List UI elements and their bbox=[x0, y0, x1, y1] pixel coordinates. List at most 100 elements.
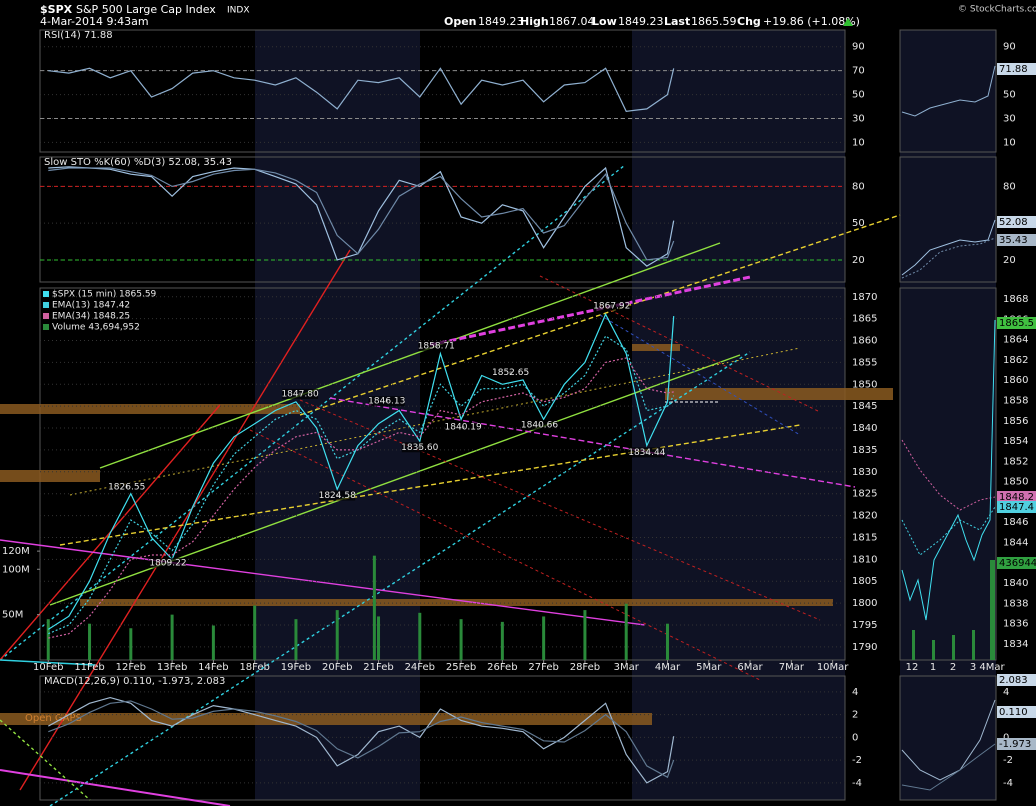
x-tick-label: 28Feb bbox=[570, 662, 600, 673]
side-value-box bbox=[997, 216, 1036, 228]
volume-bar bbox=[372, 555, 376, 660]
side-tick-label: -2 bbox=[1003, 755, 1013, 766]
annotation-bg bbox=[492, 367, 529, 378]
y-tick-label: 90 bbox=[852, 42, 865, 53]
side-volume bbox=[912, 560, 995, 660]
side-value: 52.08 bbox=[999, 217, 1028, 228]
annotation-bg bbox=[401, 442, 438, 453]
y2-tick-label: 50M bbox=[2, 610, 23, 621]
y-tick-label: 1815 bbox=[852, 532, 877, 543]
side-tick-label: 1858 bbox=[1003, 395, 1028, 406]
open: 1849.23 bbox=[478, 15, 524, 28]
annotation-label: 1840.19 bbox=[445, 423, 482, 433]
legend-label: EMA(13) 1847.42 bbox=[52, 301, 130, 311]
x-tick-label: 20Feb bbox=[322, 662, 352, 673]
open-label: Open bbox=[444, 15, 477, 28]
side-x-label: 2 bbox=[950, 662, 956, 673]
side-value-box bbox=[997, 738, 1036, 750]
panel-title: Slow STO %K(60) %D(3) 52.08, 35.43 bbox=[44, 157, 232, 168]
series-line bbox=[48, 696, 675, 784]
series-line bbox=[47, 312, 675, 630]
y-tick-label: 80 bbox=[852, 181, 865, 192]
annotation-label: 1858.71 bbox=[418, 342, 455, 352]
y-tick-label: 4 bbox=[852, 687, 858, 698]
y-tick-label: 30 bbox=[852, 114, 865, 125]
annotation-label: 1835.60 bbox=[401, 443, 438, 453]
x-tick-label: 6Mar bbox=[737, 662, 763, 673]
x-tick-label: 24Feb bbox=[405, 662, 435, 673]
volume-bar bbox=[294, 619, 298, 660]
side-tick-label: 1844 bbox=[1003, 538, 1028, 549]
side-tick-label: 1852 bbox=[1003, 456, 1028, 467]
change: +19.86 (+1.08%) bbox=[763, 15, 860, 28]
side-tick-label: 0 bbox=[1003, 732, 1009, 743]
volume-bar bbox=[129, 628, 133, 660]
y-tick-label: 1845 bbox=[852, 401, 877, 412]
y2-tick-label: 120M bbox=[2, 546, 30, 557]
side-value: 1848.2 bbox=[999, 492, 1034, 503]
side-x-label: 3 bbox=[970, 662, 976, 673]
side-x-label: 4Mar bbox=[979, 662, 1005, 673]
side-value-box bbox=[997, 63, 1036, 75]
annotation-bg bbox=[108, 481, 145, 492]
side-value: 35.43 bbox=[999, 235, 1028, 246]
side-tick-label: 1864 bbox=[1003, 335, 1028, 346]
series-line bbox=[48, 700, 675, 779]
series-line bbox=[48, 67, 675, 112]
y-tick-label: 0 bbox=[852, 732, 858, 743]
chg-label: Chg bbox=[737, 15, 761, 28]
y-tick-label: 1865 bbox=[852, 314, 877, 325]
low-label: Low bbox=[592, 15, 617, 28]
side-tick-label: -4 bbox=[1003, 778, 1013, 789]
volume-bar bbox=[88, 623, 92, 660]
annotation-bg bbox=[418, 341, 455, 352]
legend-swatch bbox=[43, 313, 49, 319]
volume-bar bbox=[542, 616, 546, 660]
side-value: 1865.5 bbox=[999, 318, 1034, 329]
side-tick-label: 1856 bbox=[1003, 416, 1028, 427]
y-tick-label: 1805 bbox=[852, 576, 877, 587]
low: 1849.23 bbox=[618, 15, 664, 28]
y-tick-label: 1790 bbox=[852, 642, 877, 653]
y-tick-label: 10 bbox=[852, 137, 865, 148]
y-tick-label: 1825 bbox=[852, 489, 877, 500]
y2-tick-label: 100M bbox=[2, 564, 30, 575]
annotation-label: 1824.58 bbox=[319, 491, 356, 501]
series-line bbox=[48, 357, 674, 639]
annotation-bg bbox=[593, 300, 630, 311]
annotation-label: 1847.80 bbox=[281, 389, 318, 399]
annotation-label: 1867.92 bbox=[593, 301, 630, 311]
y-tick-label: 1855 bbox=[852, 357, 877, 368]
legend-swatch bbox=[43, 302, 49, 308]
high-label: High bbox=[520, 15, 549, 28]
volume-bar bbox=[583, 610, 587, 660]
index-name: S&P 500 Large Cap Index bbox=[76, 3, 216, 16]
y-tick-label: 1835 bbox=[852, 445, 877, 456]
legend-label: Volume 43,694,952 bbox=[52, 323, 140, 333]
y-tick-label: -4 bbox=[852, 778, 862, 789]
side-value: -1.973 bbox=[999, 739, 1031, 750]
annotation-label: 1852.65 bbox=[492, 368, 529, 378]
side-value-box bbox=[997, 234, 1036, 246]
x-tick-label: 25Feb bbox=[446, 662, 476, 673]
series-line bbox=[48, 335, 675, 635]
side-value-box bbox=[997, 491, 1036, 503]
side-value-box bbox=[997, 557, 1036, 569]
panel-frames bbox=[39, 29, 997, 801]
y-tick-label: 70 bbox=[852, 66, 865, 77]
x-tick-label: 26Feb bbox=[487, 662, 517, 673]
y-tick-label: -2 bbox=[852, 755, 862, 766]
y-tick-label: 20 bbox=[852, 255, 865, 266]
legend-label: $SPX (15 min) 1865.59 bbox=[52, 290, 157, 300]
last-label: Last bbox=[664, 15, 690, 28]
volume-bar bbox=[335, 610, 339, 660]
volume-bar bbox=[500, 621, 504, 660]
annotation-bg bbox=[149, 557, 186, 568]
y-tick-label: 1860 bbox=[852, 336, 877, 347]
y-tick-label: 1830 bbox=[852, 467, 877, 478]
volume-bar bbox=[418, 612, 422, 660]
x-tick-label: 5Mar bbox=[696, 662, 722, 673]
datetime: 4-Mar-2014 9:43am bbox=[40, 15, 149, 28]
side-tick-label: 1838 bbox=[1003, 598, 1028, 609]
high: 1867.04 bbox=[549, 15, 595, 28]
